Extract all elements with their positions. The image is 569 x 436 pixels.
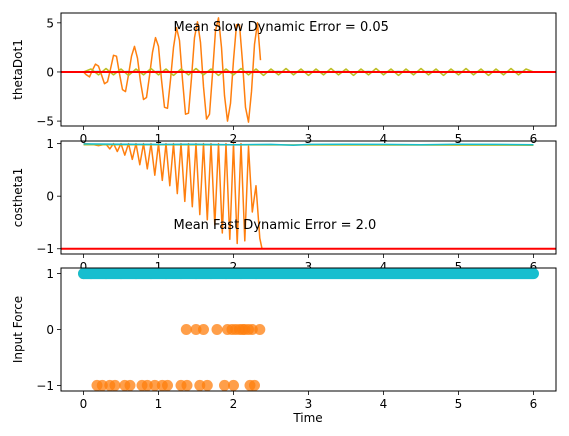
scatter-point bbox=[249, 379, 260, 391]
y-tick-label: 5 bbox=[46, 16, 54, 30]
subplot-input-force: 0 1 2 3 4 5 6 −1 0 1 Input Force Time bbox=[11, 267, 557, 425]
x-tick-label: 4 bbox=[380, 132, 388, 146]
x-tick-label: 2 bbox=[230, 397, 238, 411]
x-tick-label: 6 bbox=[530, 397, 538, 411]
y-axis-label: costheta1 bbox=[11, 168, 25, 228]
x-axis-label: Time bbox=[292, 411, 322, 425]
fast-dynamic-error-annotation: Mean Fast Dynamic Error = 2.0 bbox=[174, 218, 377, 233]
x-tick-label: 2 bbox=[230, 132, 238, 146]
series-line bbox=[82, 17, 262, 123]
y-tick-label: 1 bbox=[46, 267, 54, 281]
x-tick-label: 3 bbox=[305, 397, 313, 411]
x-tick-label: 0 bbox=[80, 397, 88, 411]
y-tick-label: −1 bbox=[36, 379, 54, 393]
scatter-point bbox=[181, 379, 193, 391]
y-tick-label: 0 bbox=[46, 323, 54, 337]
y-tick-label: −5 bbox=[36, 115, 54, 129]
x-tick-label: 1 bbox=[155, 397, 163, 411]
x-tick-label: 4 bbox=[380, 260, 388, 274]
series-line bbox=[83, 142, 263, 249]
x-tick-label: 2 bbox=[230, 260, 238, 274]
slow-dynamic-error-annotation: Mean Slow Dynamic Error = 0.05 bbox=[174, 20, 389, 35]
x-tick-label: 0 bbox=[80, 132, 88, 146]
y-tick-label: 1 bbox=[46, 137, 54, 151]
y-tick-label: 0 bbox=[46, 190, 54, 204]
series-line bbox=[83, 143, 534, 146]
x-tick-label: 3 bbox=[305, 260, 313, 274]
y-tick-label: −1 bbox=[36, 242, 54, 256]
scatter-point bbox=[201, 379, 213, 391]
scatter-point bbox=[180, 324, 192, 335]
x-tick-label: 5 bbox=[455, 260, 463, 274]
scatter-point bbox=[219, 379, 230, 391]
x-tick-label: 0 bbox=[80, 260, 88, 274]
scatter-point bbox=[254, 324, 266, 335]
scatter-point bbox=[109, 379, 121, 391]
x-tick-label: 6 bbox=[530, 132, 538, 146]
scatter-point bbox=[124, 379, 136, 391]
scatter-point-band bbox=[78, 268, 539, 280]
subplot-thetadot1: 0 1 2 3 4 5 6 −5 0 5 Mean Slow Dynamic Error = 0… bbox=[11, 12, 557, 146]
scatter-point bbox=[211, 324, 223, 335]
scatter-point bbox=[198, 324, 209, 335]
x-tick-label: 3 bbox=[305, 132, 313, 146]
x-tick-label: 4 bbox=[380, 397, 388, 411]
series-line bbox=[83, 67, 534, 77]
x-tick-label: 1 bbox=[155, 132, 163, 146]
x-tick-label: 1 bbox=[155, 260, 163, 274]
x-tick-label: 5 bbox=[455, 397, 463, 411]
y-tick-label: 0 bbox=[46, 65, 54, 79]
scatter-point bbox=[162, 379, 173, 391]
y-axis-label: Input Force bbox=[11, 296, 25, 363]
scatter-point bbox=[228, 379, 239, 391]
x-tick-label: 6 bbox=[530, 260, 538, 274]
subplot-costheta1: 0 1 2 3 4 5 6 −1 0 1 Mean Fast Dynamic Error = 2… bbox=[11, 137, 557, 274]
x-tick-label: 5 bbox=[455, 132, 463, 146]
y-axis-label: thetaDot1 bbox=[11, 39, 25, 100]
